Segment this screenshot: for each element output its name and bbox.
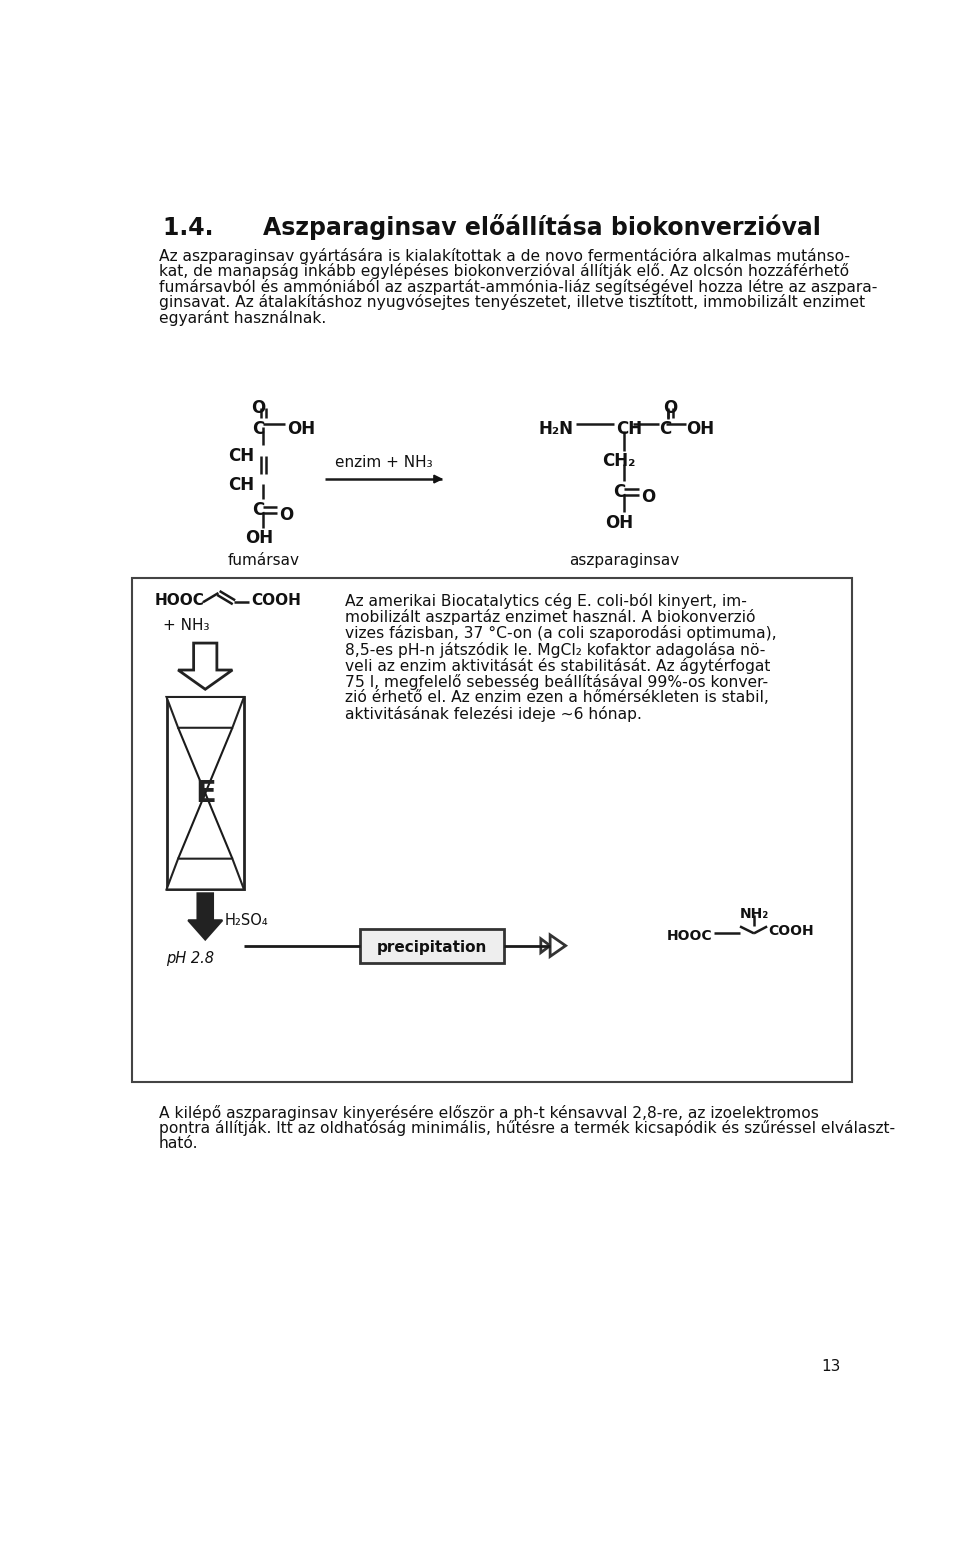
Text: CH₂: CH₂ — [603, 452, 636, 470]
Text: veli az enzim aktivitását és stabilitását. Az ágytérfogat: veli az enzim aktivitását és stabilitásá… — [345, 658, 770, 673]
Text: mobilizált aszpartáz enzimet használ. A biokonverzió: mobilizált aszpartáz enzimet használ. A … — [345, 609, 756, 626]
Text: E: E — [195, 778, 216, 807]
Text: zió érhető el. Az enzim ezen a hőmérsékleten is stabil,: zió érhető el. Az enzim ezen a hőmérsékl… — [345, 690, 769, 706]
Text: COOH: COOH — [251, 593, 300, 609]
Text: CH: CH — [228, 447, 254, 465]
Polygon shape — [166, 858, 244, 889]
Text: pH 2.8: pH 2.8 — [166, 951, 214, 966]
Polygon shape — [550, 935, 565, 957]
Text: H₂SO₄: H₂SO₄ — [225, 912, 268, 928]
Text: 8,5-es pH-n játszódik le. MgCl₂ kofaktor adagolása nö-: 8,5-es pH-n játszódik le. MgCl₂ kofaktor… — [345, 641, 765, 658]
Text: fumársav: fumársav — [228, 553, 300, 569]
Text: HOOC: HOOC — [155, 593, 204, 609]
Polygon shape — [166, 697, 244, 727]
Text: H₂N: H₂N — [539, 419, 573, 438]
Text: HOOC: HOOC — [667, 929, 713, 943]
Text: 1.4.      Aszparaginsav előállítása biokonverzióval: 1.4. Aszparaginsav előállítása biokonver… — [163, 214, 821, 240]
Text: OH: OH — [287, 419, 315, 438]
Text: C: C — [659, 419, 671, 438]
Text: OH: OH — [605, 513, 634, 532]
Text: COOH: COOH — [769, 925, 814, 938]
Text: OH: OH — [685, 419, 714, 438]
Text: O: O — [252, 399, 266, 418]
Text: vizes fázisban, 37 °C-on (a coli szaporodási optimuma),: vizes fázisban, 37 °C-on (a coli szaporo… — [345, 626, 777, 641]
Text: C: C — [613, 482, 625, 501]
Polygon shape — [188, 894, 223, 940]
Text: CH: CH — [616, 419, 642, 438]
FancyBboxPatch shape — [166, 697, 244, 889]
Text: precipitation: precipitation — [376, 940, 487, 955]
Text: CH: CH — [228, 476, 254, 495]
Text: kat, de manapság inkább egylépéses biokonverzióval állítják elő. Az olcsón hozzá: kat, de manapság inkább egylépéses bioko… — [158, 264, 849, 279]
Text: A kilépő aszparaginsav kinyerésére először a ph-t kénsavval 2,8-re, az izoelektr: A kilépő aszparaginsav kinyerésére elősz… — [158, 1105, 819, 1120]
Text: ható.: ható. — [158, 1136, 199, 1151]
Text: egyaránt használnak.: egyaránt használnak. — [158, 310, 326, 325]
Text: NH₂: NH₂ — [739, 908, 769, 922]
Text: 75 l, megfelelő sebesség beállításával 99%-os konver-: 75 l, megfelelő sebesség beállításával 9… — [345, 673, 768, 690]
Text: fumársavból és ammóniából az aszpartát-ammónia-liáz segítségével hozza létre az : fumársavból és ammóniából az aszpartát-a… — [158, 279, 877, 294]
Text: O: O — [663, 399, 678, 418]
Text: 13: 13 — [822, 1359, 841, 1375]
Polygon shape — [179, 643, 232, 689]
Polygon shape — [540, 938, 550, 952]
Text: enzim + NH₃: enzim + NH₃ — [335, 455, 432, 470]
Text: ginsavat. Az átalakításhoz nyugvósejtes tenyészetet, illetve tisztított, immobil: ginsavat. Az átalakításhoz nyugvósejtes … — [158, 294, 865, 310]
Text: aszparaginsav: aszparaginsav — [568, 553, 679, 569]
Text: O: O — [641, 488, 655, 507]
Polygon shape — [434, 475, 442, 482]
Text: C: C — [252, 419, 265, 438]
Text: C: C — [252, 501, 265, 519]
Text: OH: OH — [245, 529, 273, 547]
Text: pontra állítják. Itt az oldhatóság minimális, hűtésre a termék kicsapódik és szű: pontra állítják. Itt az oldhatóság minim… — [158, 1120, 895, 1136]
Text: Az amerikai Biocatalytics cég E. coli-ból kinyert, im-: Az amerikai Biocatalytics cég E. coli-bó… — [345, 593, 747, 609]
Text: + NH₃: + NH₃ — [162, 618, 209, 633]
Text: aktivitásának felezési ideje ~6 hónap.: aktivitásának felezési ideje ~6 hónap. — [345, 706, 641, 723]
FancyBboxPatch shape — [132, 578, 852, 1082]
Text: Az aszparaginsav gyártására is kialakítottak a de novo fermentációra alkalmas mu: Az aszparaginsav gyártására is kialakíto… — [158, 248, 850, 264]
FancyBboxPatch shape — [360, 929, 504, 963]
Text: O: O — [278, 505, 293, 524]
